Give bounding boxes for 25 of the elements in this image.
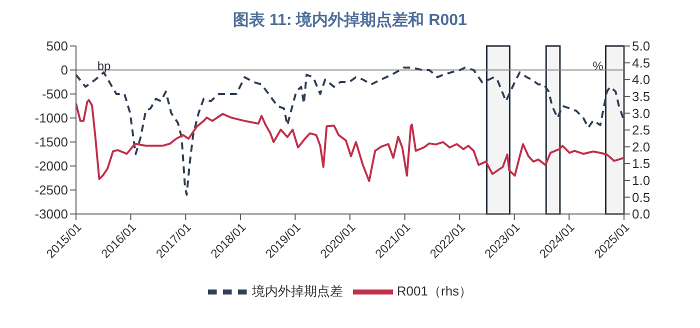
y2-tick-label: 2.0 (632, 139, 650, 154)
line-series (76, 99, 624, 182)
y2-tick-label: 0.0 (632, 206, 650, 222)
legend-label: 境内外掉期点差 (252, 283, 343, 298)
y2-tick-label: 5.0 (632, 38, 650, 54)
y2-tick-label: 1.5 (632, 156, 650, 172)
y-tick-label: -2500 (34, 182, 68, 198)
y2-axis-title: % (592, 59, 604, 73)
y-tick-label: -2000 (34, 158, 68, 174)
y2-tick-label: 1.0 (632, 173, 650, 188)
y-tick-label: -3000 (34, 206, 68, 222)
y2-tick-label: 4.5 (632, 55, 650, 70)
y-axis-title: bp (97, 59, 111, 73)
legend-label: R001（rhs） (396, 283, 472, 298)
y2-tick-label: 3.5 (632, 89, 650, 104)
y-tick-label: -1500 (34, 134, 68, 150)
y-tick-label: 500 (46, 38, 68, 54)
y2-tick-label: 2.5 (632, 122, 650, 138)
y-tick-label: -1000 (34, 110, 68, 126)
y-tick-label: 0 (60, 62, 68, 78)
y2-tick-label: 4.0 (632, 72, 650, 88)
y-tick-label: -500 (42, 86, 68, 102)
chart-title: 图表 11: 境内外掉期点差和 R001 (232, 10, 468, 31)
y2-tick-label: 0.5 (632, 190, 650, 205)
y2-tick-label: 3.0 (632, 106, 650, 121)
